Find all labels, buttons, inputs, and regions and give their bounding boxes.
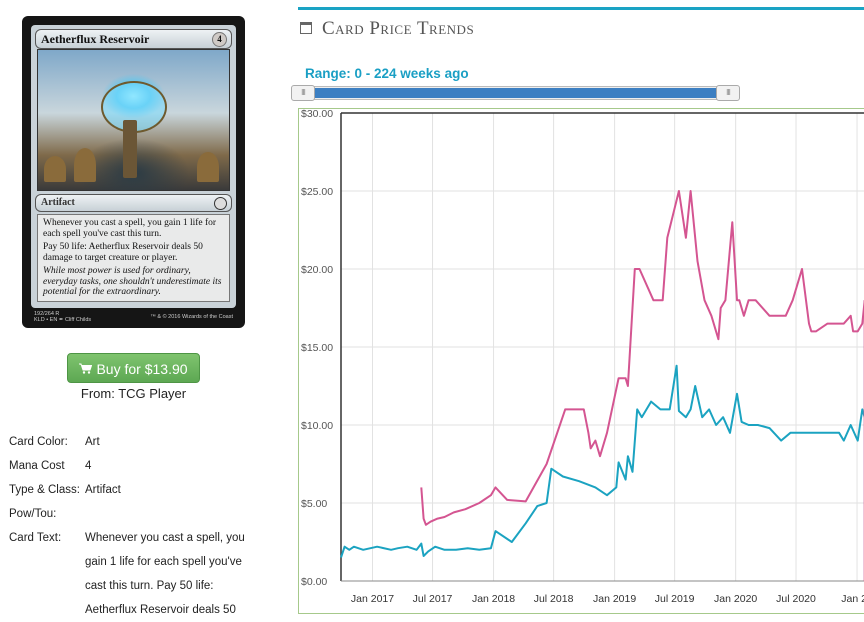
info-key: Card Text: <box>9 532 62 544</box>
card-copyright: ™ & © 2016 Wizards of the Coast <box>150 314 233 320</box>
y-tick-label: $10.00 <box>301 420 333 432</box>
price-chart: $0.00 $5.00 $10.00 $15.00 $20.00 $25.00 $30.00… <box>301 109 864 605</box>
price-chart-frame: $0.00 $5.00 $10.00 $15.00 $20.00 $25.00 $30.00… <box>298 108 864 614</box>
card-rules-1: Whenever you cast a spell, you gain 1 li… <box>43 218 217 239</box>
info-row: Card Text: Whenever you cast a spell, yo… <box>9 526 259 622</box>
info-key: Card Color: <box>9 436 68 448</box>
artwork-dome <box>44 156 66 182</box>
card-set-line: KLD • EN ✒ Cliff Childs <box>34 316 92 323</box>
info-key: Type & Class: <box>9 484 80 496</box>
x-tick-label: Jan 2017 <box>351 593 394 605</box>
section-title-text: Card Price Trends <box>322 18 475 39</box>
set-symbol-icon <box>214 197 227 210</box>
y-tick-label: $5.00 <box>301 498 327 510</box>
card-type-bar: Artifact <box>35 194 232 212</box>
x-tick-label: Jul 2018 <box>534 593 574 605</box>
card-title-bar: Aetherflux Reservoir 4 <box>35 29 232 49</box>
artwork-tower <box>122 120 137 178</box>
range-slider-handle-min[interactable]: III <box>291 85 315 101</box>
card-collector-number: 192/264 R <box>34 311 60 317</box>
buy-button-label: Buy for $13.90 <box>96 361 188 377</box>
y-tick-label: $25.00 <box>301 186 333 198</box>
calendar-icon <box>300 21 312 34</box>
card-text-box: Whenever you cast a spell, you gain 1 li… <box>37 214 230 302</box>
y-tick-label: $0.00 <box>301 576 327 588</box>
card-flavor-text: While most power is used for ordinary, e… <box>43 266 222 297</box>
y-tick-label: $30.00 <box>301 109 333 120</box>
info-key: Pow/Tou: <box>9 508 57 520</box>
x-tick-label: Jul 2019 <box>655 593 695 605</box>
card-image: Aetherflux Reservoir 4 Artifact Whenever… <box>22 16 245 328</box>
card-footer: 192/264 R KLD • EN ✒ Cliff Childs ™ & © … <box>34 311 233 323</box>
section-title: Card Price Trends <box>300 18 474 40</box>
range-slider-handle-max[interactable]: III <box>716 85 740 101</box>
card-frame: Aetherflux Reservoir 4 Artifact Whenever… <box>31 25 236 308</box>
info-value <box>85 502 259 526</box>
card-rules-2: Pay 50 life: Aetherflux Reservoir deals … <box>43 242 203 263</box>
card-type-line: Artifact <box>41 197 75 208</box>
y-tick-label: $20.00 <box>301 264 333 276</box>
artwork-dome <box>197 152 219 182</box>
section-top-rule <box>298 7 864 10</box>
x-tick-label: Jul 2020 <box>776 593 816 605</box>
info-row: Mana Cost 4 <box>9 454 259 478</box>
info-row: Type & Class: Artifact <box>9 478 259 502</box>
info-value: Artifact <box>85 484 121 496</box>
x-tick-label: Jul 2017 <box>413 593 453 605</box>
price-source: From: TCG Player <box>80 386 187 401</box>
info-value: 4 <box>85 460 92 472</box>
artwork-dome <box>74 148 96 182</box>
x-tick-label: Jan 2020 <box>714 593 757 605</box>
info-key: Mana Cost <box>9 460 65 472</box>
range-label: Range: 0 - 224 weeks ago <box>305 66 469 81</box>
buy-button[interactable]: Buy for $13.90 <box>67 353 200 383</box>
range-slider-fill <box>310 88 725 98</box>
cart-icon <box>79 355 93 385</box>
card-name: Aetherflux Reservoir <box>41 32 150 46</box>
mana-symbol-icon: 4 <box>212 32 227 47</box>
x-tick-label: Jan 20 <box>841 593 864 605</box>
info-row: Pow/Tou: <box>9 502 259 526</box>
x-tick-label: Jan 2018 <box>472 593 515 605</box>
info-value: Art <box>85 436 100 448</box>
info-row: Card Color: Art <box>9 430 259 454</box>
card-info-table: Card Color: Art Mana Cost 4 Type & Class… <box>9 430 259 622</box>
y-tick-label: $15.00 <box>301 342 333 354</box>
price-line-foil <box>420 190 864 526</box>
price-line-regular <box>340 364 864 558</box>
info-value: Whenever you cast a spell, you gain 1 li… <box>85 532 245 616</box>
card-artwork <box>37 49 230 191</box>
x-tick-label: Jan 2019 <box>593 593 636 605</box>
